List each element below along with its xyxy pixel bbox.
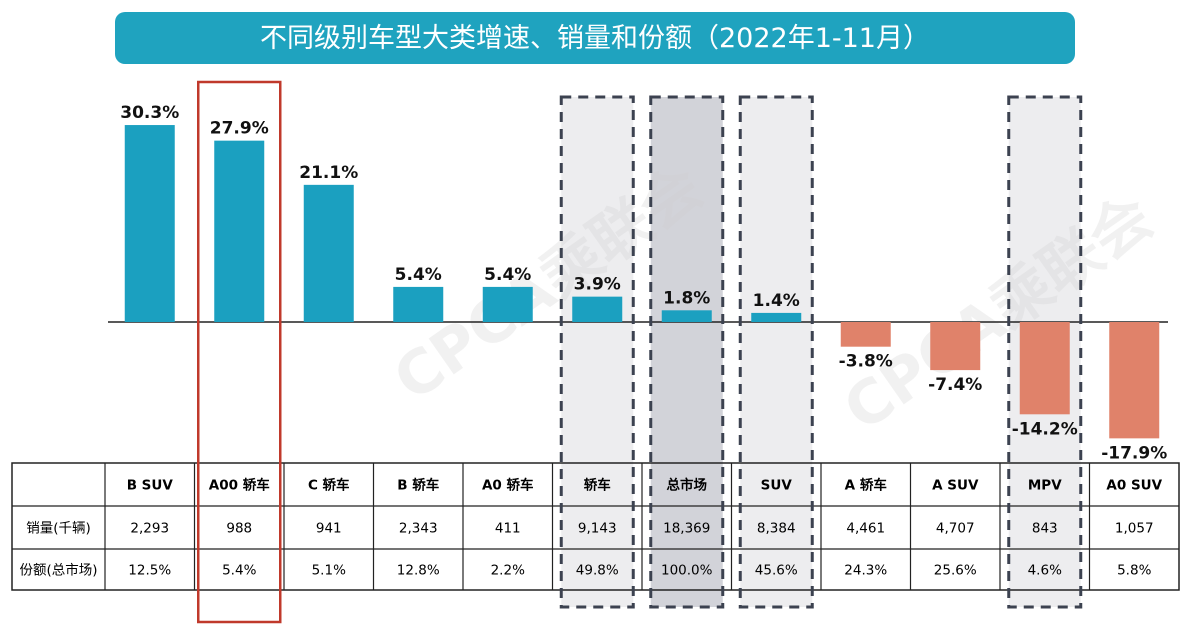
table-cell: 4.6% (1028, 563, 1062, 579)
bar-value-label: 3.9% (574, 275, 621, 295)
table-cell: 4,707 (936, 521, 975, 537)
table-cell: 988 (226, 521, 252, 537)
table-cell: 18,369 (663, 521, 710, 537)
table-cell: 4,461 (846, 521, 885, 537)
table-header-cell: MPV (1028, 478, 1062, 494)
table-cell: 2,343 (399, 521, 438, 537)
table-cell: 49.8% (576, 563, 619, 579)
table-cell: 24.3% (844, 563, 887, 579)
table-header-cell: A 轿车 (845, 477, 887, 494)
bar-value-label: 1.4% (753, 291, 800, 311)
bar-value-label: 5.4% (395, 265, 442, 285)
title-banner (115, 12, 1075, 64)
bar-value-label: -3.8% (839, 352, 893, 372)
table-border (11, 462, 1180, 591)
bar-value-label: -17.9% (1101, 443, 1167, 463)
table-cell: 12.8% (397, 563, 440, 579)
highlight-column-bg (740, 97, 813, 607)
table-cell: 411 (495, 521, 521, 537)
table-header-cell: 轿车 (584, 477, 611, 494)
bar (124, 125, 175, 322)
highlight-column-bg (561, 97, 634, 607)
table-cell: 25.6% (934, 563, 977, 579)
highlight-column-dashed (738, 95, 814, 609)
table-cell: 843 (1032, 521, 1058, 537)
table-cell: 45.6% (755, 563, 798, 579)
highlight-column-solid (197, 80, 282, 624)
bar (751, 312, 802, 322)
table-header-cell: SUV (761, 478, 793, 494)
table-header-cell: B 轿车 (397, 477, 439, 494)
chart-title: 不同级别车型大类增速、销量和份额（2022年1-11月） (260, 23, 930, 54)
bar-value-label: 5.4% (484, 265, 531, 285)
bar-value-label: 21.1% (299, 163, 358, 183)
highlight-column-bg (650, 97, 723, 607)
bar-value-label: 27.9% (210, 119, 269, 139)
table-header-cell: A00 轿车 (209, 477, 270, 494)
table-cell: 5.4% (222, 563, 256, 579)
bar (572, 296, 623, 322)
table-header-cell: C 轿车 (308, 477, 350, 494)
table-header-cell: 总市场 (667, 477, 708, 494)
table-header-cell: B SUV (127, 478, 174, 494)
bar-value-label: 1.8% (663, 288, 710, 308)
table-header-cell: A0 SUV (1106, 478, 1162, 494)
table-cell: 1,057 (1115, 521, 1154, 537)
bar-value-label: -7.4% (928, 375, 982, 395)
bar (482, 286, 533, 322)
bar (930, 322, 981, 371)
bar-value-label: -14.2% (1012, 419, 1078, 439)
table-cell: 941 (316, 521, 342, 537)
bar (1019, 322, 1070, 415)
table-cell: 2.2% (491, 563, 525, 579)
table-cell: 8,384 (757, 521, 796, 537)
highlight-column-dashed (1007, 95, 1083, 609)
highlight-column-dashed (559, 95, 635, 609)
table-cell: 12.5% (128, 563, 171, 579)
highlight-column-dashed (649, 95, 725, 609)
bar (840, 322, 891, 347)
bar (303, 184, 354, 322)
table-cell: 9,143 (578, 521, 617, 537)
bar (214, 140, 265, 322)
table-row-label: 份额(总市场) (19, 562, 97, 579)
table-row-label: 销量(千辆) (26, 521, 91, 537)
table-cell: 2,293 (130, 521, 169, 537)
bar (1109, 322, 1160, 439)
bar-value-label: 30.3% (120, 103, 179, 123)
table-cell: 5.8% (1117, 563, 1151, 579)
table-cell: 5.1% (312, 563, 346, 579)
bar (393, 286, 444, 322)
bar (661, 310, 712, 322)
table-cell: 100.0% (661, 563, 713, 579)
table-header-cell: A0 轿车 (482, 477, 534, 494)
table-header-cell: A SUV (932, 478, 979, 494)
